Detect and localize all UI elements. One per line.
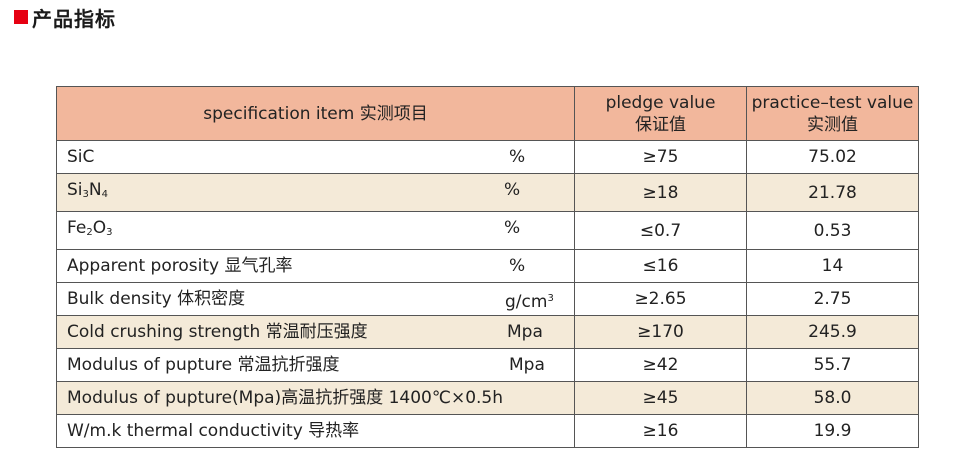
item-cell: Cold crushing strength 常温耐压强度 Mpa	[56, 315, 575, 349]
formula-subscript: 2	[86, 227, 93, 238]
item-name: Bulk density 体积密度	[67, 289, 246, 309]
test-cell: 75.02	[746, 140, 919, 174]
item-name: Modulus of pupture(Mpa)高温抗折强度 1400℃×0.5h	[67, 388, 504, 408]
section-title: 产品指标	[32, 6, 116, 31]
red-square-icon	[14, 10, 28, 24]
item-name: Cold crushing strength 常温耐压强度	[67, 322, 368, 342]
table-row: W/m.k thermal conductivity 导热率 ≥16 19.9	[56, 414, 919, 448]
table-row: Apparent porosity 显气孔率 % ≤16 14	[56, 249, 919, 283]
formula-part: Fe	[67, 218, 87, 238]
pledge-cell: ≥170	[574, 315, 747, 349]
item-name: SiC	[67, 147, 95, 167]
table-row: Modulus of pupture(Mpa)高温抗折强度 1400℃×0.5h…	[56, 381, 919, 415]
item-unit: %	[509, 256, 526, 276]
header-test: practice–test value 实测值	[746, 86, 919, 141]
table-row: SiC % ≥75 75.02	[56, 140, 919, 174]
formula-part: N	[88, 180, 102, 200]
test-cell: 2.75	[746, 282, 919, 316]
item-cell: Bulk density 体积密度 g/cm3	[56, 282, 575, 316]
header-test-en: practice–test value	[751, 92, 914, 113]
test-cell: 21.78	[746, 173, 919, 212]
item-name: Fe2O3	[67, 218, 112, 238]
header-item-label: specification item 实测项目	[203, 103, 428, 124]
unit-text: g/cm	[505, 292, 548, 312]
item-unit: g/cm3	[505, 284, 554, 315]
pledge-cell: ≥42	[574, 348, 747, 382]
header-item: specification item 实测项目	[56, 86, 575, 141]
table-row: Bulk density 体积密度 g/cm3 ≥2.65 2.75	[56, 282, 919, 316]
pledge-cell: ≥18	[574, 173, 747, 212]
formula-part: Si	[67, 180, 83, 200]
table-row: Fe2O3 % ≤0.7 0.53	[56, 211, 919, 250]
test-cell: 245.9	[746, 315, 919, 349]
item-unit: %	[504, 180, 521, 200]
pledge-cell: ≥16	[574, 414, 747, 448]
test-cell: 58.0	[746, 381, 919, 415]
header-pledge: pledge value 保证值	[574, 86, 747, 141]
section-heading: 产品指标	[14, 4, 116, 31]
item-cell: Modulus of pupture 常温抗折强度 Mpa	[56, 348, 575, 382]
item-cell: Apparent porosity 显气孔率 %	[56, 249, 575, 283]
test-cell: 19.9	[746, 414, 919, 448]
formula-part: O	[92, 218, 107, 238]
pledge-cell: ≤16	[574, 249, 747, 283]
table-row: Modulus of pupture 常温抗折强度 Mpa ≥42 55.7	[56, 348, 919, 382]
item-name: Si3N4	[67, 180, 108, 200]
item-name: W/m.k thermal conductivity 导热率	[67, 421, 360, 441]
header-test-cn: 实测值	[807, 114, 858, 135]
formula-subscript: 3	[82, 189, 89, 200]
formula-subscript: 4	[101, 189, 108, 200]
test-cell: 14	[746, 249, 919, 283]
pledge-cell: ≥45	[574, 381, 747, 415]
item-unit: Mpa	[509, 355, 545, 375]
item-cell: Fe2O3 %	[56, 211, 575, 250]
item-cell: Modulus of pupture(Mpa)高温抗折强度 1400℃×0.5h	[56, 381, 575, 415]
item-unit: %	[504, 218, 521, 238]
pledge-cell: ≥2.65	[574, 282, 747, 316]
specification-table: specification item 实测项目 pledge value 保证值…	[56, 86, 919, 448]
table-row: Cold crushing strength 常温耐压强度 Mpa ≥170 2…	[56, 315, 919, 349]
pledge-cell: ≤0.7	[574, 211, 747, 250]
item-name: Apparent porosity 显气孔率	[67, 256, 293, 276]
item-cell: Si3N4 %	[56, 173, 575, 212]
test-cell: 0.53	[746, 211, 919, 250]
pledge-cell: ≥75	[574, 140, 747, 174]
item-unit: %	[509, 147, 526, 167]
item-name: Modulus of pupture 常温抗折强度	[67, 355, 340, 375]
test-cell: 55.7	[746, 348, 919, 382]
formula-subscript: 3	[106, 227, 113, 238]
item-cell: W/m.k thermal conductivity 导热率	[56, 414, 575, 448]
unit-superscript: 3	[547, 293, 554, 304]
item-cell: SiC %	[56, 140, 575, 174]
item-unit: Mpa	[507, 322, 543, 342]
header-pledge-cn: 保证值	[635, 114, 686, 135]
table-header-row: specification item 实测项目 pledge value 保证值…	[56, 86, 919, 141]
header-pledge-en: pledge value	[605, 92, 716, 113]
table-row: Si3N4 % ≥18 21.78	[56, 173, 919, 212]
